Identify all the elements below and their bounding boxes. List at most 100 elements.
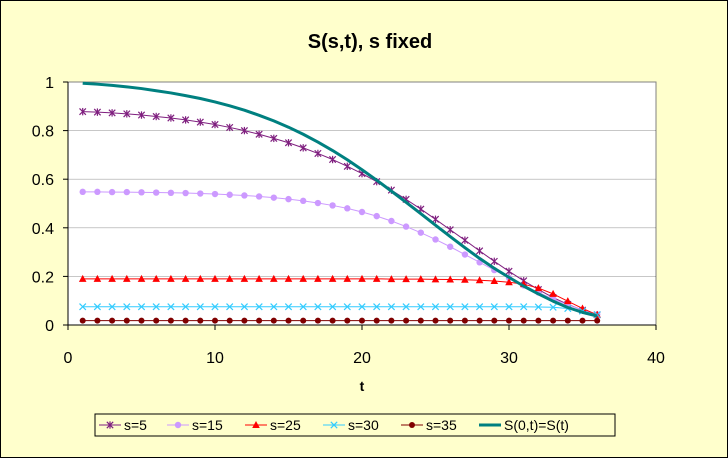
marker-shape: [300, 317, 307, 324]
marker-stroke: [373, 303, 381, 311]
marker-shape: [432, 317, 439, 324]
data-point: [417, 275, 425, 283]
data-point: [285, 317, 292, 324]
marker-shape: [431, 275, 440, 283]
marker-shape: [284, 274, 293, 282]
marker-shape: [197, 190, 204, 197]
data-point: [108, 274, 116, 282]
data-point: [167, 189, 175, 197]
marker-shape: [138, 189, 145, 196]
marker-shape: [520, 317, 527, 324]
data-point: [181, 303, 190, 311]
data-point: [152, 274, 160, 282]
data-point: [328, 155, 337, 164]
marker-stroke: [270, 303, 278, 311]
marker-shape: [241, 317, 248, 324]
data-point: [314, 303, 322, 311]
marker-shape: [270, 274, 278, 282]
data-point: [123, 317, 130, 324]
data-point: [505, 267, 513, 275]
marker-shape: [174, 421, 182, 429]
marker-shape: [167, 189, 175, 197]
data-point: [226, 191, 233, 198]
marker-shape: [373, 212, 380, 220]
marker-shape: [270, 317, 277, 324]
data-point: [226, 303, 234, 311]
marker-shape: [359, 317, 365, 324]
marker-shape: [256, 317, 263, 324]
data-point: [93, 303, 102, 311]
marker-shape: [461, 251, 469, 258]
series-4: [79, 317, 601, 324]
marker-shape: [137, 274, 146, 282]
data-point: [446, 226, 454, 234]
series-line: [82, 81, 598, 318]
data-point: [226, 123, 234, 132]
marker-stroke: [446, 303, 454, 311]
marker-shape: [372, 274, 381, 282]
marker-shape: [344, 205, 351, 212]
marker-shape: [402, 223, 410, 230]
x-tick-label: 0: [64, 350, 73, 367]
data-point: [550, 317, 557, 324]
legend-marker: [409, 422, 415, 428]
data-point: [299, 274, 307, 282]
marker-shape: [505, 278, 513, 286]
marker-shape: [108, 274, 116, 282]
data-point: [431, 215, 440, 223]
data-point: [152, 112, 160, 121]
marker-stroke: [402, 303, 410, 311]
data-point: [153, 317, 160, 324]
data-point: [490, 303, 498, 311]
series-line: [82, 306, 598, 316]
marker-stroke: [330, 421, 338, 429]
marker-shape: [93, 274, 102, 282]
marker-shape: [387, 275, 396, 283]
legend-item: S(0,t)=S(t): [479, 417, 569, 433]
marker-shape: [211, 190, 219, 198]
data-point: [358, 208, 366, 216]
data-point: [167, 303, 175, 311]
marker-shape: [329, 317, 336, 324]
marker-shape: [240, 274, 249, 282]
data-point: [196, 118, 204, 126]
data-point: [461, 251, 469, 258]
marker-shape: [358, 208, 366, 216]
marker-stroke: [211, 303, 219, 311]
marker-stroke: [284, 303, 293, 311]
data-point: [505, 303, 513, 311]
data-point: [109, 317, 116, 324]
data-point: [314, 274, 322, 282]
x-tick-label: 30: [500, 350, 518, 367]
marker-shape: [417, 275, 425, 283]
marker-shape: [388, 217, 395, 225]
legend-label: s=35: [426, 417, 457, 433]
marker-stroke: [167, 303, 175, 311]
data-point: [461, 236, 469, 244]
marker-shape: [446, 275, 454, 283]
marker-shape: [461, 275, 469, 283]
marker-stroke: [490, 303, 498, 311]
data-point: [506, 317, 512, 324]
data-point: [79, 188, 86, 196]
data-point: [343, 162, 351, 171]
marker-shape: [490, 277, 499, 285]
data-point: [197, 190, 204, 197]
data-point: [549, 289, 557, 297]
data-point: [93, 108, 102, 116]
data-point: [299, 144, 307, 152]
data-point: [372, 274, 381, 282]
y-tick-label: 0.4: [32, 221, 54, 238]
marker-stroke: [417, 303, 425, 311]
data-point: [446, 275, 454, 283]
marker-shape: [212, 317, 218, 324]
data-point: [475, 276, 484, 284]
marker-shape: [123, 274, 131, 282]
marker-shape: [358, 274, 366, 282]
legend-item: s=35: [401, 417, 457, 433]
legend-label: s=5: [124, 417, 147, 433]
data-point: [211, 274, 219, 282]
y-tick-label: 0.8: [32, 124, 54, 141]
marker-stroke: [343, 303, 351, 311]
marker-shape: [152, 274, 160, 282]
